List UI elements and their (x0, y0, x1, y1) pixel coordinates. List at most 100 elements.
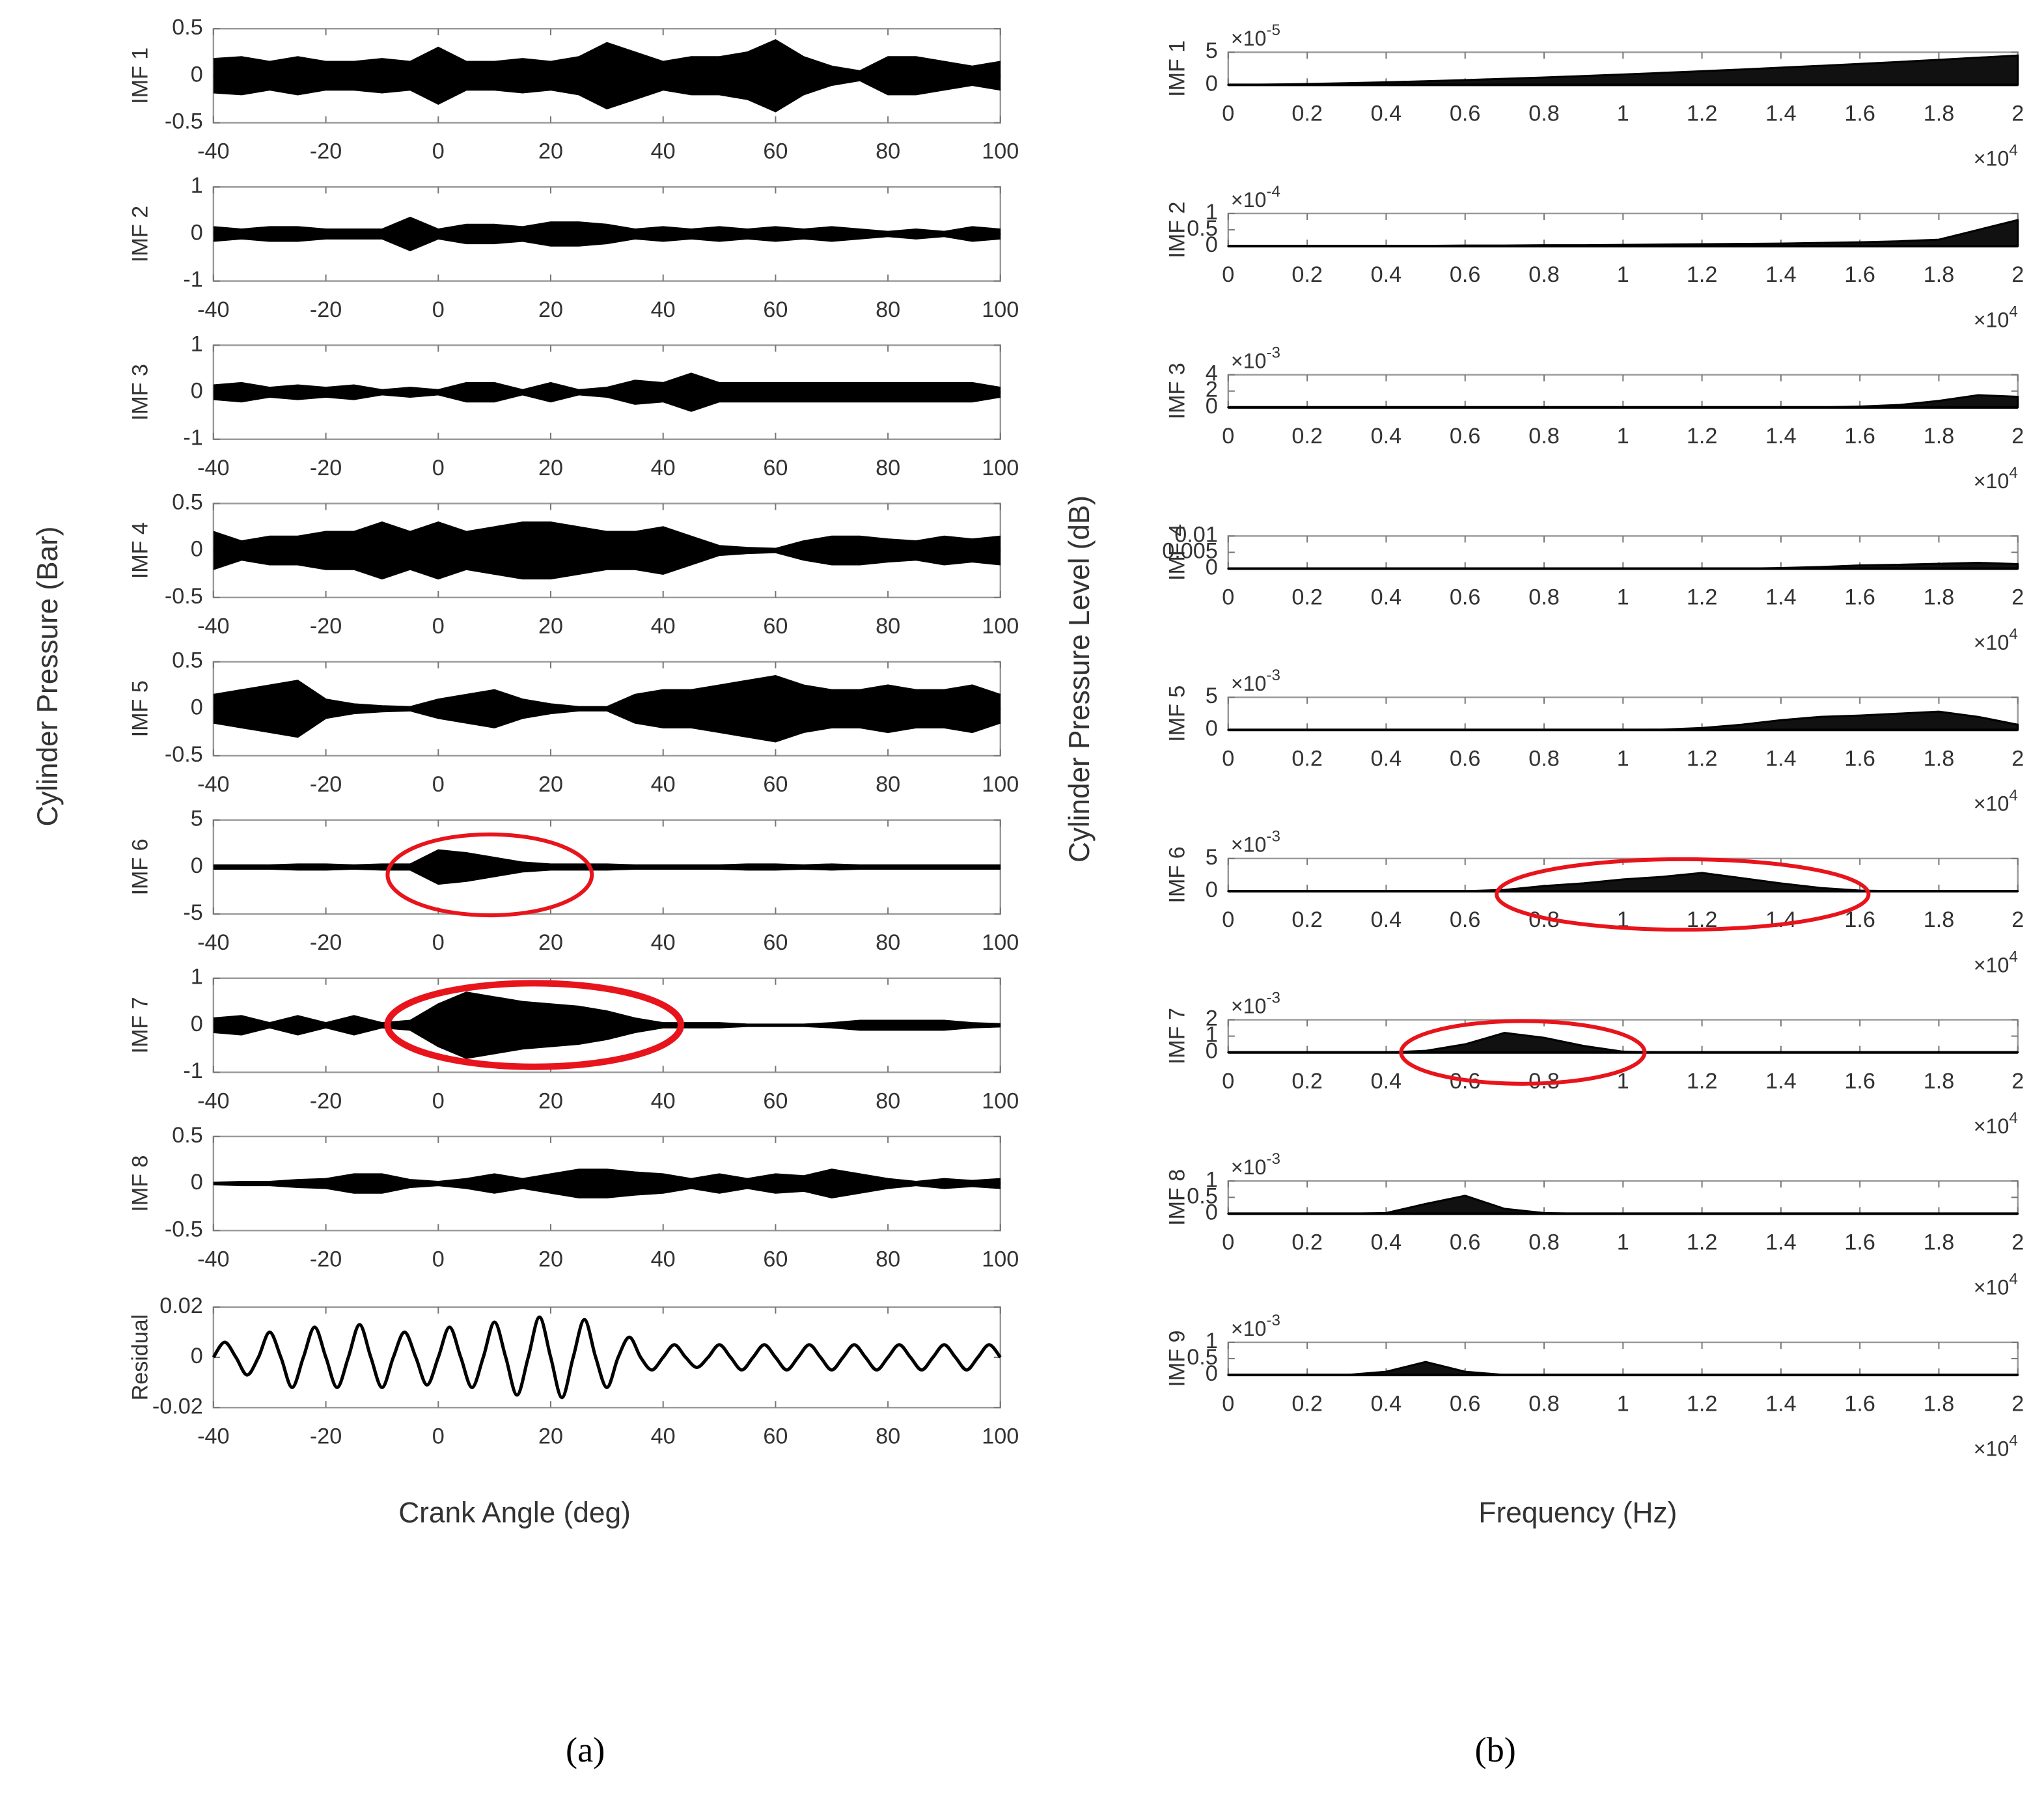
x-tick-label: 1.8 (1924, 746, 1955, 771)
x-tick-label: 40 (651, 139, 676, 164)
y-tick-label: 0.005 (1162, 539, 1218, 564)
x-tick-label: 20 (538, 297, 563, 322)
x-tick-label: 0.2 (1291, 424, 1323, 449)
x-tick-label: 40 (651, 1424, 676, 1448)
x-tick-label: 100 (982, 1424, 1019, 1448)
y-tick-label: -0.02 (152, 1394, 203, 1418)
y-multiplier: ×10-3 (1231, 344, 1280, 373)
y-tick-label: 0 (191, 695, 203, 720)
x-tick-label: -40 (197, 772, 229, 797)
x-tick-label: 0.2 (1291, 1230, 1323, 1255)
x-tick-label: -20 (310, 1424, 342, 1448)
x-tick-label: 1.6 (1844, 1069, 1875, 1094)
x-tick-label: 1.6 (1844, 424, 1875, 449)
y-tick-label: 1 (1206, 1167, 1218, 1192)
x-tick-label: 80 (876, 930, 900, 955)
y-multiplier-base: ×10 (1231, 188, 1267, 212)
highlights (384, 832, 1871, 1086)
y-tick-label: -1 (183, 268, 202, 292)
panel: -40 -20 0 20 40 60 80 100 -0.02 0 0.02 Residual (128, 1293, 1019, 1449)
x-tick-label: -20 (310, 456, 342, 480)
y-label: Residual (128, 1314, 152, 1401)
y-tick-label: 0 (191, 379, 203, 404)
x-tick-label: 60 (763, 139, 788, 164)
y-multiplier-exponent: -4 (1266, 183, 1280, 201)
x-tick-label: 1.8 (1924, 1069, 1955, 1094)
x-tick-label: 1.8 (1924, 1230, 1955, 1255)
y-tick-label: 0.5 (172, 1123, 203, 1148)
x-tick-label: 1.4 (1765, 424, 1797, 449)
x-tick-label: 20 (538, 456, 563, 480)
x-tick-label: -20 (310, 1247, 342, 1271)
x-multiplier-base: ×10 (1974, 1437, 2009, 1461)
y-multiplier: ×10-3 (1231, 1312, 1280, 1340)
x-multiplier: ×104 (1974, 948, 2018, 977)
x-tick-label: 80 (876, 614, 900, 639)
x-tick-label: 2 (2011, 1230, 2024, 1255)
x-tick-label: 0 (432, 139, 445, 164)
x-tick-label: 80 (876, 456, 900, 480)
x-tick-label: 1 (1617, 585, 1629, 610)
panel: -40 -20 0 20 40 60 80 100 -0.5 0 0.5 IMF 4 (128, 490, 1019, 638)
y-tick-label: 0 (1206, 555, 1218, 580)
x-tick-label: 100 (982, 139, 1019, 164)
x-tick-label: 20 (538, 772, 563, 797)
x-tick-label: 40 (651, 456, 676, 480)
x-tick-label: 0 (1222, 1391, 1234, 1416)
y-label: IMF 7 (1165, 1008, 1189, 1064)
y-tick-label: 0 (191, 220, 203, 245)
x-tick-label: 0.8 (1528, 1230, 1560, 1255)
left-x-label: Crank Angle (deg) (398, 1497, 631, 1528)
x-tick-label: -40 (197, 456, 229, 480)
x-tick-label: 2 (2011, 585, 2024, 610)
x-tick-label: 0.6 (1450, 907, 1481, 932)
y-label: IMF 1 (128, 48, 152, 104)
signal-line (212, 1315, 1002, 1400)
x-tick-label: 1.6 (1844, 102, 1875, 126)
x-tick-label: 40 (651, 1247, 676, 1271)
x-tick-label: 1 (1617, 1069, 1629, 1094)
y-tick-label: -0.5 (165, 1217, 203, 1241)
envelope-lower (213, 79, 1001, 113)
x-tick-label: 0.4 (1371, 102, 1402, 126)
x-tick-label: 0.8 (1528, 1391, 1560, 1416)
right-x-label: Frequency (Hz) (1478, 1497, 1677, 1528)
x-tick-label: 0.8 (1528, 746, 1560, 771)
x-tick-label: 0 (1222, 262, 1234, 287)
x-tick-label: 1 (1617, 1391, 1629, 1416)
panel: -40 -20 0 20 40 60 80 100 -0.5 0 0.5 IMF 8 (128, 1123, 1019, 1271)
x-multiplier-base: ×10 (1974, 631, 2009, 654)
y-tick-label: 0 (191, 1170, 203, 1195)
y-tick-label: 1 (1206, 200, 1218, 225)
envelope-lower (213, 868, 1001, 885)
highlight-ellipse (385, 832, 594, 918)
x-tick-label: 80 (876, 1088, 900, 1113)
x-multiplier-base: ×10 (1974, 309, 2009, 332)
x-tick-label: 0.6 (1450, 424, 1481, 449)
y-tick-label: 0 (191, 1344, 203, 1368)
x-multiplier: ×104 (1974, 787, 2018, 816)
x-tick-label: 1.6 (1844, 1230, 1875, 1255)
x-tick-label: 2 (2011, 1391, 2024, 1416)
x-tick-label: 0 (432, 1088, 445, 1113)
x-tick-label: 1.6 (1844, 746, 1875, 771)
y-tick-label: 0.5 (172, 648, 203, 673)
x-tick-label: 1.4 (1765, 262, 1797, 287)
x-tick-label: 1.4 (1765, 907, 1797, 932)
x-tick-label: 0 (432, 1247, 445, 1271)
y-multiplier-exponent: -5 (1266, 22, 1280, 40)
envelope-upper (213, 39, 1001, 72)
y-label: IMF 3 (1165, 363, 1189, 419)
x-tick-label: 1.8 (1924, 585, 1955, 610)
x-tick-label: 0 (432, 456, 445, 480)
y-label: IMF 8 (128, 1155, 152, 1212)
x-tick-label: -40 (197, 1247, 229, 1271)
x-tick-label: 0.4 (1371, 585, 1402, 610)
x-tick-label: 0.2 (1291, 1069, 1323, 1094)
y-multiplier-exponent: -3 (1266, 1151, 1280, 1169)
x-multiplier-exponent: 4 (2009, 1109, 2017, 1127)
